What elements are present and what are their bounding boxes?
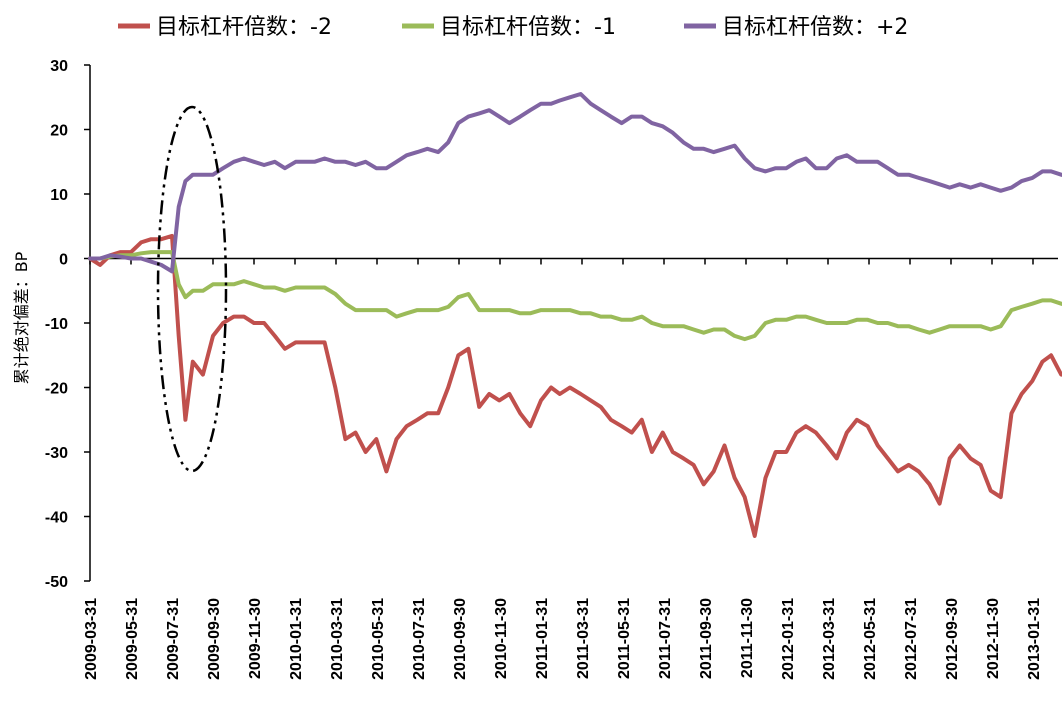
y-tick-label: 30: [50, 58, 68, 75]
y-tick-label: 10: [50, 187, 68, 204]
x-tick-label: 2009-11-30: [247, 598, 264, 679]
x-tick-label: 2011-05-31: [616, 598, 633, 679]
series-line-3: [88, 92, 1062, 274]
legend-label-1: 目标杠杆倍数：-2: [156, 15, 332, 40]
x-tick-label: 2011-11-30: [739, 598, 756, 678]
x-tick-label: 2009-05-31: [124, 598, 141, 680]
legend-label-2: 目标杠杆倍数：-1: [440, 15, 616, 40]
highlight-ellipse: [156, 105, 228, 473]
y-tick-label: 20: [50, 123, 68, 140]
x-tick-label: 2012-11-30: [985, 598, 1002, 679]
legend-item-2: 目标杠杆倍数：-1: [402, 15, 616, 40]
x-tick-label: 2009-09-30: [206, 598, 223, 680]
x-tick-label: 2012-07-31: [903, 598, 920, 680]
series-line-2: [88, 250, 1062, 342]
x-tick-label: 2010-01-31: [288, 598, 305, 680]
x-tick-label: 2012-05-31: [862, 598, 879, 680]
x-tick-label: 2012-09-30: [944, 598, 961, 680]
y-tick-label: -40: [45, 510, 68, 527]
x-tick-label: 2012-01-31: [780, 598, 797, 680]
y-tick-label: -30: [45, 445, 68, 462]
x-tick-label: 2010-05-31: [370, 598, 387, 680]
y-tick-label: 0: [59, 252, 68, 269]
x-axis: 2009-03-31 2009-05-31 2009-07-31 2009-09-30…: [83, 257, 1058, 680]
x-tick-label: 2013-01-31: [1026, 598, 1043, 680]
x-tick-label: 2011-03-31: [575, 598, 592, 679]
x-tick-label: 2011-01-31: [534, 598, 551, 679]
x-tick-label: 2010-09-30: [452, 598, 469, 680]
legend-item-3: 目标杠杆倍数：+2: [684, 15, 908, 40]
x-tick-label: 2011-09-30: [698, 598, 715, 679]
x-tick-label: 2011-07-31: [657, 598, 674, 679]
x-tick-label: 2010-07-31: [411, 598, 428, 680]
x-tick-label: 2009-03-31: [83, 598, 100, 680]
series-line-1: [88, 233, 1062, 538]
x-tick-label: 2010-03-31: [329, 598, 346, 680]
y-tick-label: -20: [45, 381, 68, 398]
x-tick-label: 2010-11-30: [493, 598, 510, 679]
x-tick-label: 2009-07-31: [165, 598, 182, 680]
x-tick-label: 2012-03-31: [821, 598, 838, 680]
legend-item-1: 目标杠杆倍数：-2: [118, 15, 332, 40]
y-axis-label: 累计绝对偏差：BP: [12, 251, 31, 384]
series-lines: [88, 92, 1062, 538]
legend: 目标杠杆倍数：-2 目标杠杆倍数：-1 目标杠杆倍数：+2: [118, 15, 908, 40]
y-tick-label: -50: [45, 574, 68, 591]
y-tick-label: -10: [45, 316, 68, 333]
y-axis: -50 -40 -30 -20 -10 0 10 20 30: [45, 58, 91, 591]
legend-label-3: 目标杠杆倍数：+2: [722, 15, 908, 40]
